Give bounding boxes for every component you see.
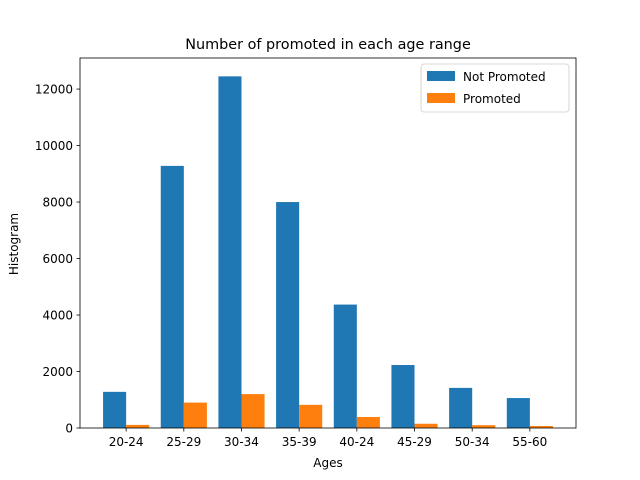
chart-title: Number of promoted in each age range: [185, 37, 471, 53]
legend: Not Promoted Promoted: [420, 63, 570, 113]
legend-box: [420, 63, 570, 113]
legend-label-not-promoted: Not Promoted: [463, 70, 546, 84]
x-tick-label: 45-29: [397, 435, 432, 449]
bar-not-promoted-35-39: [276, 202, 300, 428]
legend-label-promoted: Promoted: [463, 92, 521, 106]
bar-not-promoted-25-29: [160, 165, 184, 428]
bar-promoted-20-24: [126, 424, 150, 428]
x-tick-label: 20-24: [109, 435, 144, 449]
x-tick-label: 30-34: [224, 435, 259, 449]
bar-promoted-25-29: [183, 402, 207, 428]
legend-swatch-not-promoted: [427, 71, 455, 81]
bar-promoted-35-39: [299, 404, 323, 428]
y-tick-label: 4000: [42, 309, 73, 323]
bar-promoted-55-60: [529, 426, 553, 428]
bar-not-promoted-55-60: [506, 398, 530, 428]
y-tick-label: 10000: [35, 139, 73, 153]
x-tick-label: 40-24: [339, 435, 374, 449]
plot-area: 0 2000 4000 6000 8000 10000 12000 20-24 25-29 30-…: [35, 57, 577, 449]
x-axis-label: Ages: [313, 456, 342, 470]
y-tick-label: 12000: [35, 83, 73, 97]
x-tick-label: 25-29: [166, 435, 201, 449]
bar-promoted-40-24: [356, 416, 380, 428]
bar-not-promoted-20-24: [103, 391, 127, 428]
y-tick-label: 2000: [42, 365, 73, 379]
bar-promoted-30-34: [241, 394, 265, 428]
y-tick-label: 0: [65, 422, 73, 436]
bar-not-promoted-50-34: [449, 387, 473, 428]
bar-not-promoted-40-24: [333, 304, 357, 428]
y-tick-label: 6000: [42, 252, 73, 266]
bar-promoted-50-34: [472, 425, 496, 428]
bar-not-promoted-45-29: [391, 365, 415, 428]
bar-promoted-45-29: [414, 423, 438, 428]
axes-frame: [79, 57, 577, 429]
x-tick-label: 55-60: [512, 435, 547, 449]
legend-swatch-promoted: [427, 93, 455, 103]
x-tick-label: 35-39: [282, 435, 317, 449]
y-tick-label: 8000: [42, 196, 73, 210]
bar-not-promoted-30-34: [218, 76, 242, 429]
y-axis-label: Histogram: [7, 213, 21, 275]
x-tick-label: 50-34: [455, 435, 490, 449]
